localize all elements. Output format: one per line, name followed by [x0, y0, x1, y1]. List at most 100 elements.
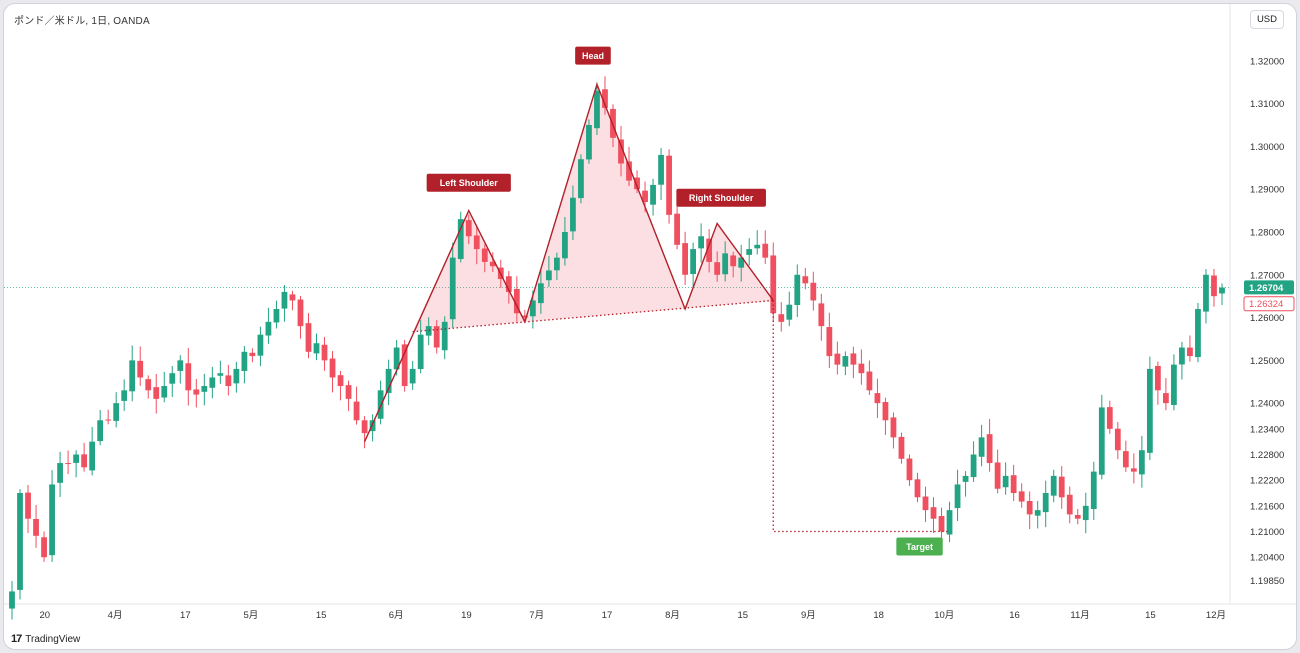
candle-body	[1154, 365, 1161, 391]
candle-body	[361, 420, 368, 434]
candle-body	[1090, 471, 1097, 509]
candle-body	[1187, 347, 1193, 357]
candle-body	[201, 386, 208, 392]
candle-body	[65, 463, 71, 465]
candlestick-chart[interactable]: 1.32000 1.31000 1.30000 1.29000 1.28000 1.270…	[4, 4, 1296, 649]
candle-body	[946, 510, 953, 535]
candle-body	[241, 351, 248, 371]
candle-body	[217, 373, 224, 376]
candle-body	[826, 327, 833, 357]
time-tick-label: 15	[316, 610, 327, 621]
left-shoulder-label: Left Shoulder	[440, 178, 498, 188]
price-tick-label: 1.28000	[1250, 227, 1284, 238]
candle-body	[986, 434, 993, 464]
candle-body	[249, 352, 256, 357]
candle-body	[618, 139, 624, 164]
candle-body	[578, 159, 584, 199]
target-label: Target	[906, 542, 933, 552]
time-tick-label: 18	[873, 610, 884, 621]
candle-body	[1034, 510, 1041, 516]
left-shoulder-label-bg	[426, 173, 511, 192]
candle-body	[481, 248, 488, 262]
candle-body	[626, 161, 632, 181]
candle-body	[1146, 368, 1153, 453]
candle-body	[706, 238, 713, 262]
candle-body	[329, 358, 336, 378]
time-tick-label: 19	[461, 610, 472, 621]
candle-body	[105, 419, 112, 421]
candle-body	[401, 344, 408, 387]
candle-body	[938, 516, 945, 532]
candle-body	[265, 321, 272, 336]
head-label: Head	[582, 51, 604, 61]
time-tick-label: 15	[738, 610, 749, 621]
price-tick-label: 1.20400	[1250, 553, 1284, 564]
candle-body	[962, 475, 969, 482]
candle-body	[834, 353, 841, 365]
candle-body	[193, 389, 200, 395]
right-shoulder-label-bg	[676, 188, 766, 207]
candle-body	[922, 496, 929, 511]
candle-body	[1066, 494, 1073, 515]
candle-body	[9, 591, 15, 609]
candle-body	[521, 315, 528, 318]
candle-body	[794, 274, 801, 305]
pattern-outline	[363, 82, 774, 442]
candle-body	[73, 454, 79, 463]
candle-body	[441, 321, 448, 351]
candle-body	[393, 347, 400, 370]
candle-body	[674, 213, 680, 245]
candle-body	[1074, 514, 1081, 519]
price-tick-label: 1.32000	[1250, 56, 1284, 67]
price-tick-label: 1.26000	[1250, 313, 1284, 324]
candle-body	[906, 458, 913, 481]
pattern-shade	[412, 84, 774, 332]
price-grid	[4, 4, 1296, 605]
candle-body	[281, 291, 288, 309]
time-axis[interactable]: 20 4月 17 5月 15 6月 19 7月 17 8月 15 9月 18 10月 16 11月 15 12月	[40, 610, 1226, 621]
candle-body	[802, 276, 809, 284]
candle-body	[161, 386, 168, 398]
neckline	[412, 299, 774, 333]
last-price-badge	[1244, 280, 1294, 295]
candle-body	[730, 255, 737, 267]
currency-button[interactable]: USD	[1249, 10, 1284, 29]
right-shoulder-label: Right Shoulder	[689, 193, 754, 203]
candle-body	[1042, 493, 1049, 513]
pattern-fill	[412, 84, 774, 332]
candle-body	[177, 360, 184, 371]
candle-body	[457, 219, 464, 259]
candle-body	[1138, 450, 1145, 475]
time-tick-label: 17	[602, 610, 613, 621]
price-tick-label: 1.23400	[1250, 424, 1284, 435]
tradingview-brand[interactable]: 17 TradingView	[11, 633, 80, 645]
candle-body	[169, 373, 176, 384]
candle-body	[489, 261, 496, 267]
candle-body	[554, 257, 560, 271]
price-tick-label: 1.27000	[1250, 270, 1284, 281]
candle-body	[1114, 428, 1121, 451]
candle-body	[842, 356, 849, 367]
candle-body	[353, 401, 360, 421]
candle-body	[634, 177, 640, 190]
candle-body	[722, 253, 729, 275]
price-tick-label: 1.22200	[1250, 476, 1284, 487]
candle-body	[810, 282, 817, 301]
candle-body	[1026, 500, 1033, 515]
candle-body	[345, 385, 352, 399]
time-tick-label: 15	[1145, 610, 1156, 621]
price-axis[interactable]: 1.32000 1.31000 1.30000 1.29000 1.28000 1.270…	[1243, 56, 1295, 587]
time-tick-label: 10月	[934, 610, 954, 621]
candle-body	[113, 403, 120, 421]
tradingview-name: TradingView	[25, 633, 81, 645]
candle-body	[1106, 407, 1113, 429]
price-tick-label: 1.22800	[1250, 450, 1284, 461]
candle-body	[137, 360, 144, 378]
candle-body	[1163, 393, 1169, 404]
candle-body	[1219, 287, 1225, 294]
candle-body	[778, 314, 785, 322]
candle-body	[529, 300, 536, 317]
candle-body	[770, 255, 777, 314]
candle-body	[209, 377, 216, 388]
candles	[9, 76, 1225, 620]
